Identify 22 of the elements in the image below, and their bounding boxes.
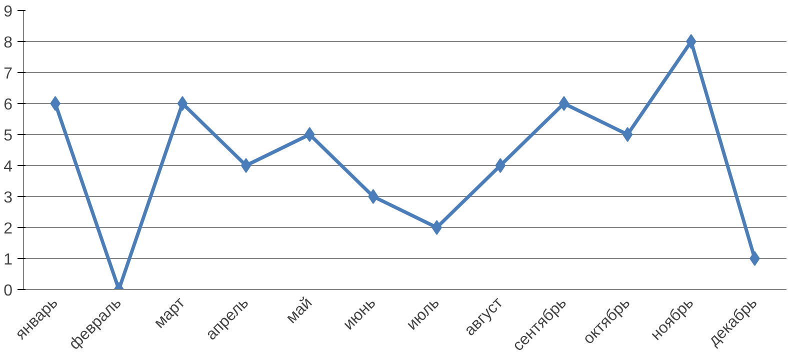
y-tick-label: 1 <box>4 252 13 268</box>
point <box>50 96 60 111</box>
y-tick-label: 9 <box>4 4 13 20</box>
point <box>622 127 633 142</box>
y-tick-label: 2 <box>4 220 13 238</box>
point <box>750 251 760 266</box>
point <box>432 220 442 235</box>
y-tick-label: 8 <box>4 34 13 52</box>
x-tick-label: май <box>283 294 316 327</box>
y-tick-label: 4 <box>4 158 13 176</box>
y-tick-label: 7 <box>4 66 13 82</box>
point <box>177 96 188 111</box>
y-tick-label: 5 <box>4 128 13 144</box>
point <box>558 96 570 111</box>
point <box>304 127 315 142</box>
point <box>495 158 506 173</box>
y-tick-label: 3 <box>4 190 13 206</box>
point <box>368 189 378 204</box>
y-tick-label: 6 <box>4 96 13 114</box>
point <box>686 34 696 49</box>
y-tick-label: 0 <box>4 282 13 300</box>
point <box>240 158 252 173</box>
